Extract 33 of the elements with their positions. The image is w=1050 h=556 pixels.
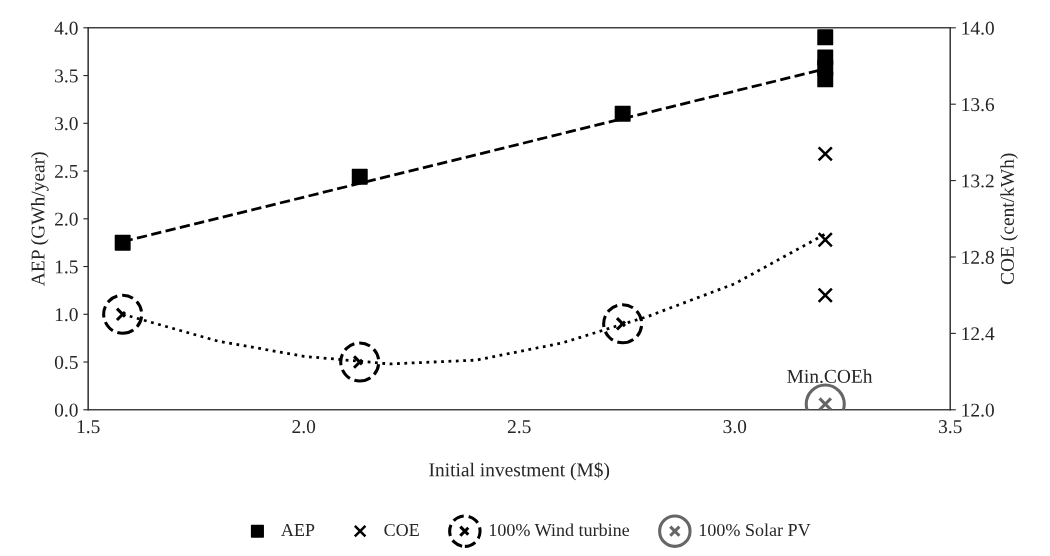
point xyxy=(817,71,834,88)
x-tick-label: 2.5 xyxy=(507,420,531,434)
y2-tick-label: 12.4 xyxy=(962,327,995,341)
y-tick-label: 4.0 xyxy=(54,21,78,35)
y-tick-label: 2.0 xyxy=(55,212,78,226)
y-axis-title: AEP (GWh/year) xyxy=(30,152,49,286)
y-tick-label: 1.5 xyxy=(55,260,78,274)
y-tick-label: 1.0 xyxy=(55,308,78,322)
annotation: Min.COEh xyxy=(787,369,873,383)
y2-tick-label: 12.0 xyxy=(962,403,994,417)
y-tick-label: 0.0 xyxy=(54,403,78,417)
x-tick-label: 1.5 xyxy=(77,420,100,434)
y2-tick-label: 12.8 xyxy=(962,250,994,265)
legend-label: 100% Solar PV xyxy=(699,523,811,537)
legend-label: 100% Wind turbine xyxy=(489,523,630,537)
point xyxy=(114,234,131,251)
x-tick-label: 3.5 xyxy=(939,420,962,434)
point xyxy=(817,29,834,46)
point xyxy=(614,105,631,122)
y-tick-label: 3.5 xyxy=(55,69,78,83)
x-tick-label: 3.0 xyxy=(723,420,747,434)
y2-axis-title: COE (cent/kWh) xyxy=(1000,153,1018,285)
y2-tick-label: 13.2 xyxy=(962,174,994,188)
point xyxy=(351,168,368,185)
y-tick-label: 2.5 xyxy=(55,164,78,179)
y2-tick-label: 14.0 xyxy=(962,21,994,35)
y-tick-label: 0.5 xyxy=(54,355,78,370)
x-tick-label: 2.0 xyxy=(292,420,316,434)
legend-label: COE xyxy=(384,523,419,537)
y-tick-label: 3.0 xyxy=(55,117,78,131)
legend-label: AEP xyxy=(281,523,315,536)
x-axis-title: Initial investment (M$) xyxy=(429,462,610,481)
y2-tick-label: 13.6 xyxy=(962,98,995,112)
